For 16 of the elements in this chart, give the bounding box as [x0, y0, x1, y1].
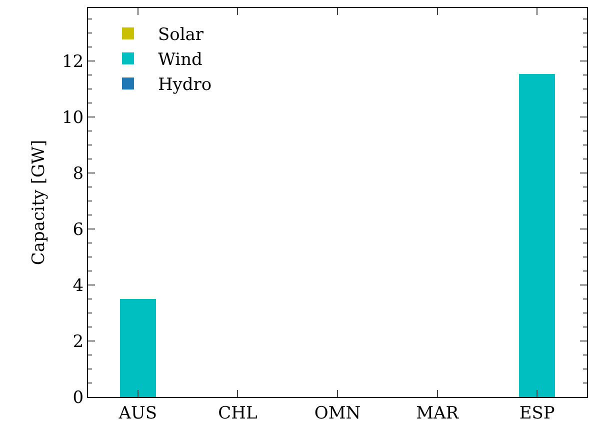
- y-tick-label: 8: [72, 164, 84, 184]
- x-tick-label: OMN: [314, 403, 361, 424]
- y-tick-label: 12: [62, 52, 84, 72]
- legend-label: Wind: [158, 50, 203, 70]
- x-tick-label: MAR: [416, 403, 460, 424]
- y-tick-label: 0: [72, 388, 84, 408]
- y-axis-title: Capacity [GW]: [29, 140, 49, 266]
- legend-label: Hydro: [158, 75, 212, 96]
- y-tick-label: 10: [62, 108, 84, 128]
- x-tick-label: AUS: [118, 403, 158, 424]
- y-tick-label: 4: [72, 276, 84, 296]
- x-tick-label: ESP: [519, 403, 555, 424]
- legend-label: Solar: [158, 24, 204, 45]
- y-tick-label: 2: [72, 332, 84, 352]
- y-tick-label: 6: [72, 220, 84, 240]
- x-tick-label: CHL: [218, 403, 258, 424]
